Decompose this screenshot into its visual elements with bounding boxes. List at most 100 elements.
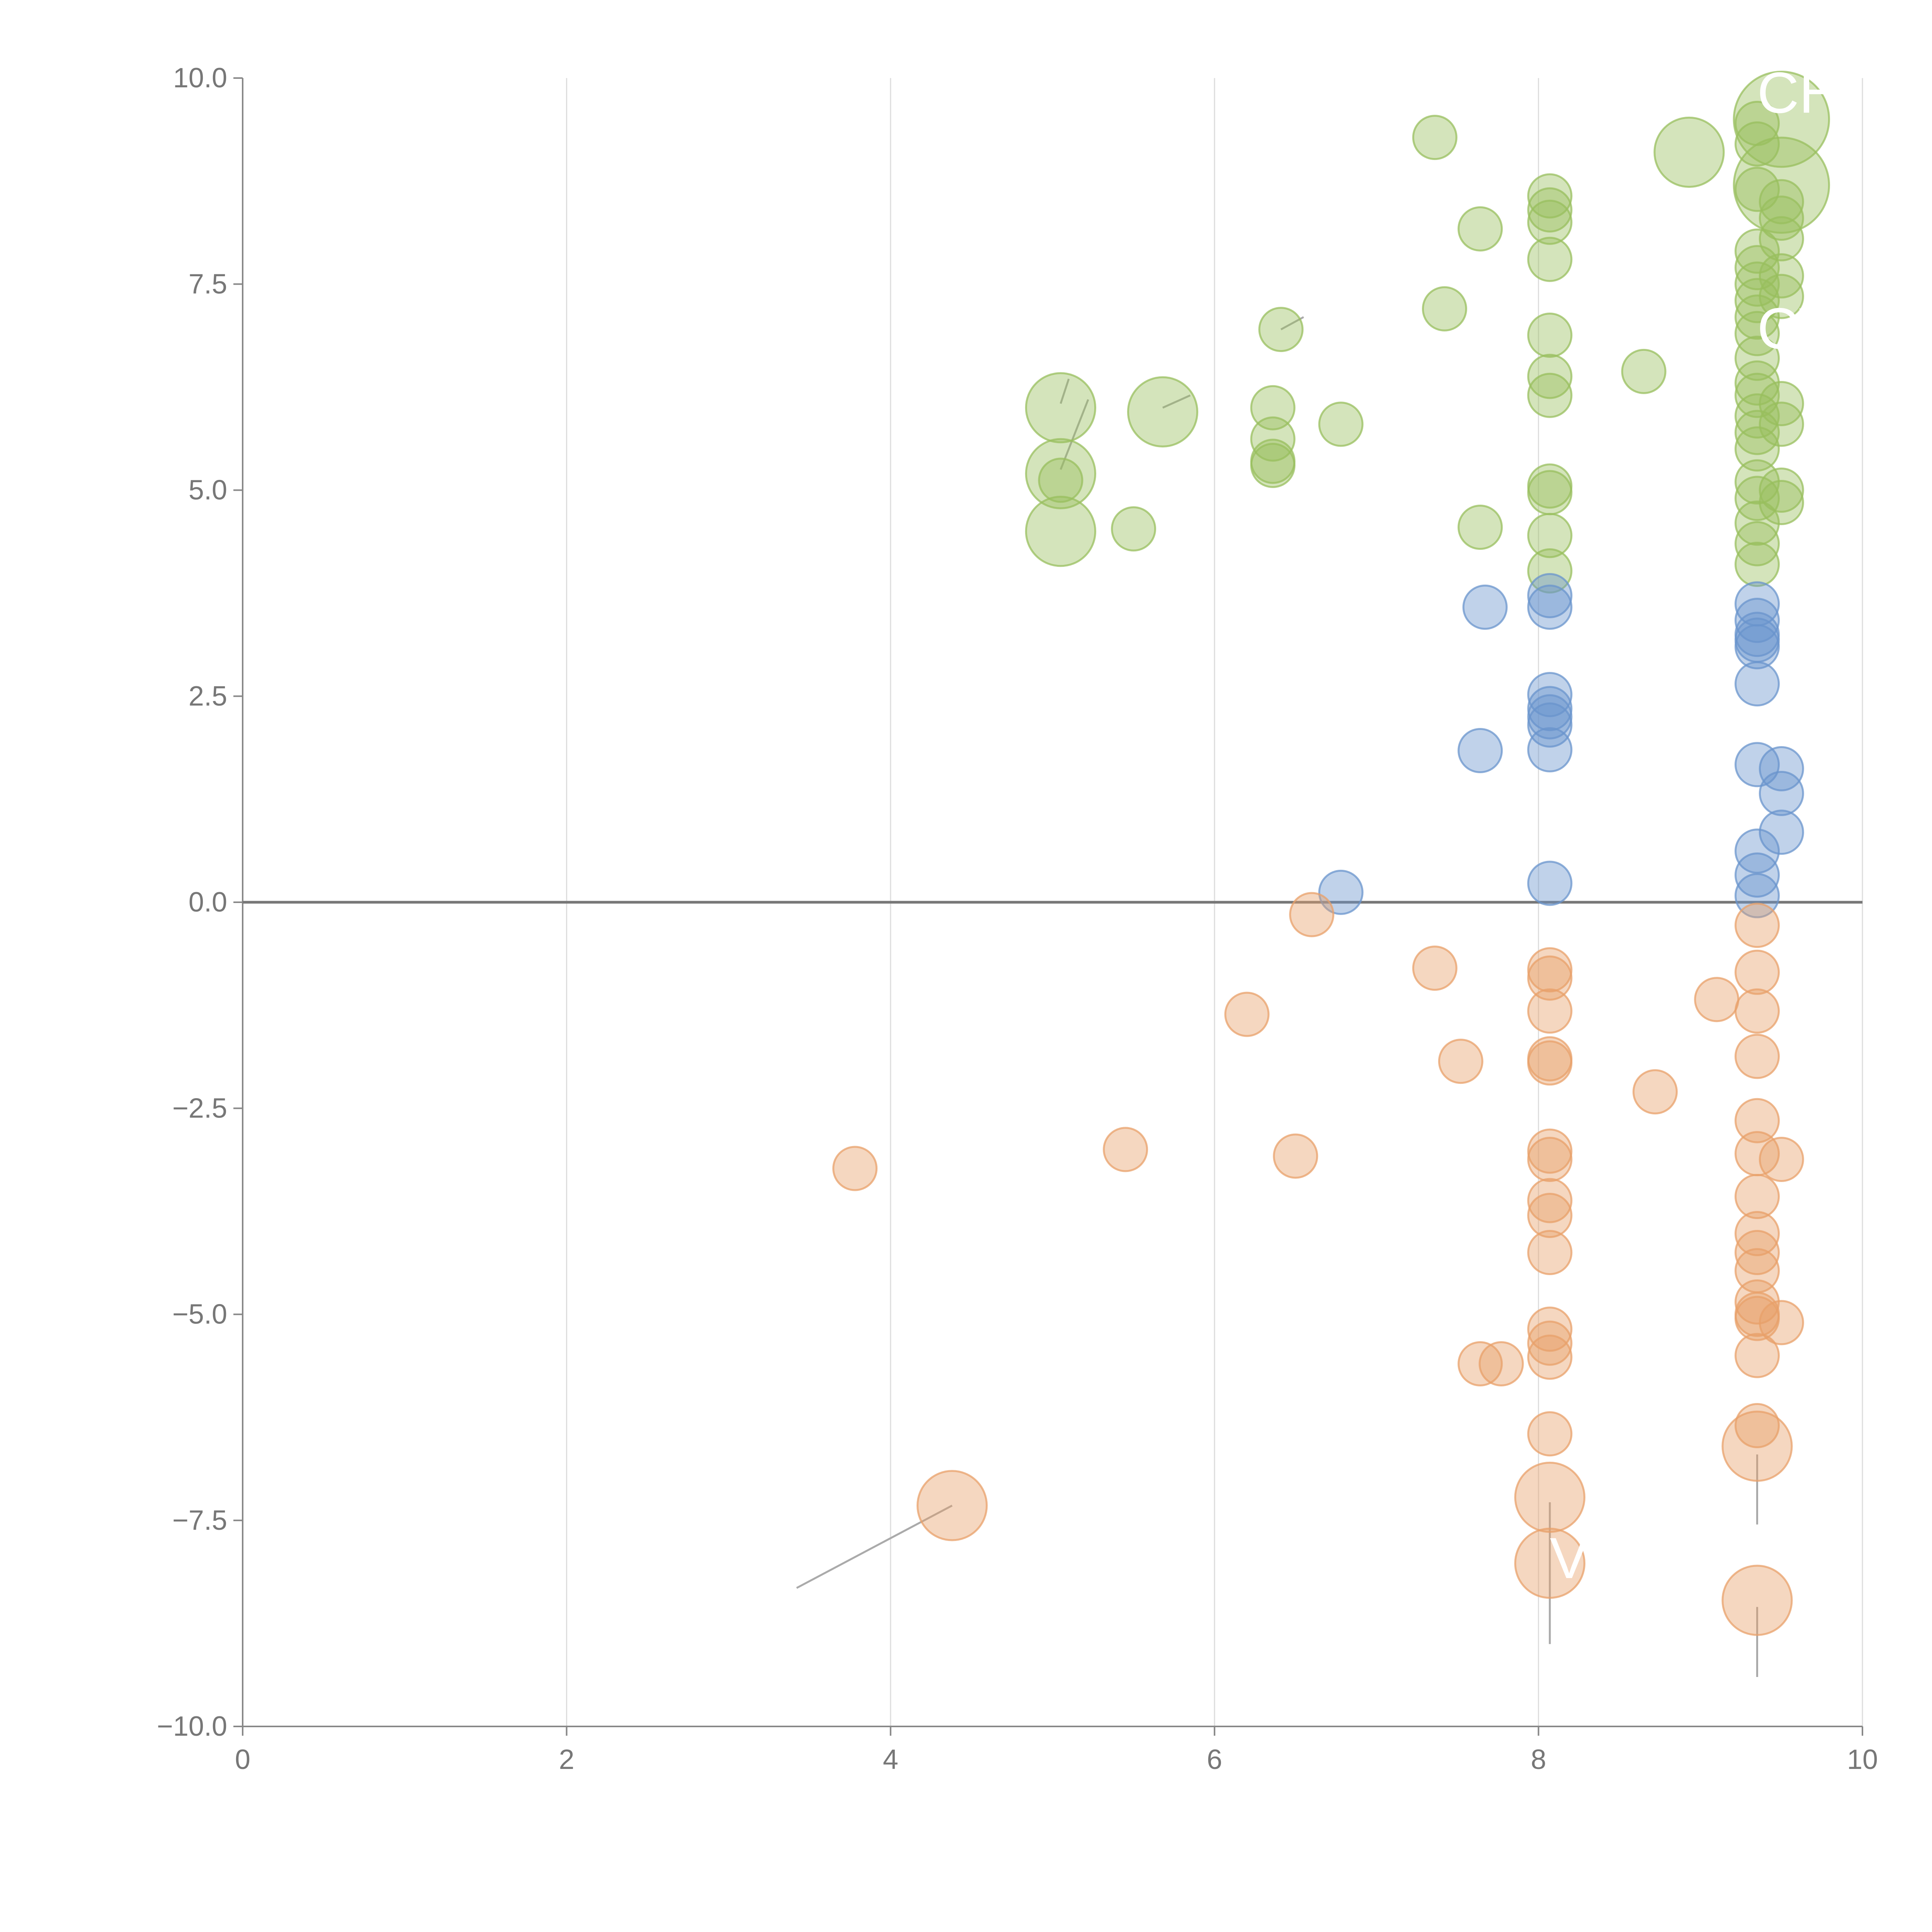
point-negative-8 [1735, 988, 1780, 1034]
point-negative-42 [1721, 1410, 1793, 1482]
point-positive-high-23 [1422, 286, 1467, 332]
point-positive-high-18 [1735, 278, 1780, 323]
point-negative-6 [1694, 977, 1740, 1022]
point-negative-36 [1527, 1334, 1573, 1380]
point-positive-high-5 [1735, 100, 1780, 146]
point-negative-4 [1527, 955, 1573, 1001]
point-negative-1 [1735, 903, 1780, 948]
point-positive-high-13 [1759, 196, 1804, 241]
point-positive-low-14 [1527, 727, 1573, 772]
point-negative-23 [1735, 1173, 1780, 1219]
point-positive-high-25 [1527, 312, 1573, 358]
point-negative-10 [1438, 1039, 1483, 1084]
x-tick-label-1: 2 [559, 1744, 574, 1775]
y-tick-label-8: −10.0 [157, 1711, 227, 1742]
point-negative-24 [1527, 1178, 1573, 1223]
point-positive-low-16 [1759, 746, 1804, 791]
x-tick-label-2: 4 [883, 1744, 898, 1775]
point-negative-21 [1759, 1136, 1804, 1182]
point-negative-19 [1527, 1136, 1573, 1182]
point-negative-43 [916, 1470, 988, 1541]
point-positive-high-17 [1735, 261, 1780, 307]
point-positive-high-59 [1759, 480, 1804, 525]
point-negative-0 [1289, 892, 1335, 937]
point-positive-high-3 [1733, 136, 1830, 234]
point-positive-high-44 [1025, 438, 1097, 509]
point-negative-2 [1412, 946, 1458, 991]
point-negative-32 [1735, 1296, 1780, 1341]
point-negative-14 [1632, 1069, 1678, 1115]
y-tick-label-6: −5.0 [172, 1299, 227, 1330]
point-positive-high-37 [1025, 372, 1097, 444]
leader-lines [796, 316, 1759, 1677]
y-tick-label-4: 0.0 [189, 887, 227, 918]
point-negative-41 [1735, 1403, 1780, 1448]
point-positive-low-19 [1735, 828, 1780, 874]
point-positive-high-36 [1759, 401, 1804, 447]
point-negative-45 [1514, 1527, 1586, 1599]
point-positive-low-8 [1735, 661, 1780, 707]
point-negative-22 [832, 1146, 878, 1191]
point-positive-high-15 [1735, 228, 1780, 274]
leader-line-5 [1060, 399, 1089, 470]
point-positive-high-11 [1458, 206, 1503, 252]
y-tick-label-7: −7.5 [172, 1505, 227, 1536]
point-label-negative-0: V [1550, 1526, 1588, 1590]
point-positive-high-48 [1527, 463, 1573, 509]
point-positive-high-20 [1735, 311, 1780, 356]
point-negative-37 [1735, 1333, 1780, 1378]
point-positive-low-0 [1462, 584, 1508, 630]
point-positive-high-8 [1527, 187, 1573, 233]
point-positive-high-43 [1318, 401, 1364, 447]
point-negative-44 [1514, 1461, 1586, 1533]
point-negative-25 [1527, 1193, 1573, 1238]
leader-line-6 [1162, 394, 1191, 409]
point-positive-low-7 [1735, 624, 1780, 670]
point-label-positive-high-0: CH [1757, 60, 1841, 125]
point-positive-high-24 [1258, 307, 1304, 352]
leader-line-0 [796, 1505, 953, 1589]
point-negative-26 [1735, 1211, 1780, 1256]
point-positive-high-32 [1735, 393, 1780, 439]
point-positive-high-35 [1759, 381, 1804, 427]
point-positive-high-58 [1759, 468, 1804, 513]
point-positive-high-54 [1735, 476, 1780, 521]
point-positive-high-4 [1735, 121, 1780, 167]
point-positive-low-12 [1527, 702, 1573, 748]
point-positive-high-52 [1527, 548, 1573, 594]
point-negative-13 [1735, 1034, 1780, 1079]
point-positive-high-42 [1250, 443, 1296, 488]
point-positive-high-56 [1735, 521, 1780, 566]
y-tick-label-2: 5.0 [189, 475, 227, 506]
point-negative-33 [1759, 1300, 1804, 1345]
point-positive-high-47 [1111, 506, 1156, 552]
point-positive-high-26 [1735, 335, 1780, 381]
point-positive-high-30 [1527, 372, 1573, 418]
point-positive-high-39 [1250, 385, 1296, 430]
point-negative-9 [1224, 992, 1270, 1037]
point-positive-high-21 [1759, 253, 1804, 299]
x-tick-label-5: 10 [1847, 1744, 1878, 1775]
point-labels: CH CV V [1550, 60, 1841, 1590]
point-positive-low-22 [1527, 861, 1573, 906]
point-positive-high-57 [1735, 541, 1780, 587]
y-tick-label-0: 10.0 [173, 63, 227, 94]
point-positive-high-49 [1527, 470, 1573, 515]
point-negative-27 [1735, 1230, 1780, 1276]
point-positive-high-28 [1621, 349, 1667, 394]
point-positive-low-2 [1527, 584, 1573, 630]
point-negative-40 [1527, 1411, 1573, 1457]
point-positive-high-10 [1527, 236, 1573, 282]
point-positive-high-51 [1527, 513, 1573, 558]
point-positive-high-38 [1127, 376, 1199, 447]
point-positive-high-9 [1527, 199, 1573, 245]
point-negative-39 [1478, 1341, 1524, 1386]
point-negative-28 [1527, 1230, 1573, 1276]
point-negative-17 [1273, 1133, 1318, 1179]
x-tick-label-4: 8 [1531, 1744, 1546, 1775]
point-positive-high-29 [1527, 354, 1573, 399]
point-negative-12 [1527, 1040, 1573, 1086]
point-positive-high-12 [1759, 179, 1804, 224]
point-positive-low-1 [1527, 573, 1573, 619]
